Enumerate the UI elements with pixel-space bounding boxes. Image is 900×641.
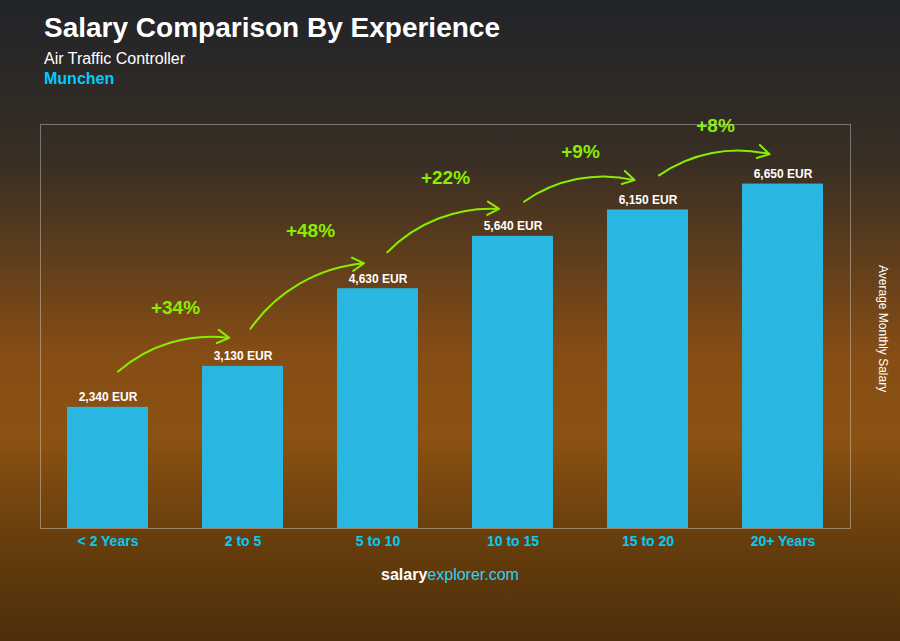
html-text:Salary Comparison By Experienc: Salary Comparison By Experience <box>44 12 500 43</box>
svg-text:6,150 EUR: 6,150 EUR <box>619 193 678 207</box>
svg-text:6,650 EUR: 6,650 EUR <box>754 167 813 181</box>
svg-text:5 to 10: 5 to 10 <box>356 533 401 549</box>
html-text:Air Traffic Controller: Air Traffic Controller <box>44 50 186 67</box>
svg-text:+8%: +8% <box>696 115 735 136</box>
svg-text:+34%: +34% <box>151 297 200 318</box>
svg-text:15 to 20: 15 to 20 <box>622 533 674 549</box>
svg-text:5,640 EUR: 5,640 EUR <box>484 219 543 233</box>
svg-text:10 to 15: 10 to 15 <box>487 533 539 549</box>
svg-text:+9%: +9% <box>561 141 600 162</box>
svg-text:2,340 EUR: 2,340 EUR <box>79 390 138 404</box>
svg-text:4,630 EUR: 4,630 EUR <box>349 272 408 286</box>
svg-text:+48%: +48% <box>286 220 335 241</box>
svg-text:< 2 Years: < 2 Years <box>78 533 139 549</box>
html-text:Average Monthly Salary: Average Monthly Salary <box>876 265 890 393</box>
html-text:salary explorer.com: salary explorer.com <box>381 566 519 583</box>
html-text:Munchen: Munchen <box>44 70 115 87</box>
svg-text:20+ Years: 20+ Years <box>751 533 816 549</box>
svg-text:3,130 EUR: 3,130 EUR <box>214 349 273 363</box>
svg-text:2 to 5: 2 to 5 <box>225 533 262 549</box>
svg-text:+22%: +22% <box>421 167 470 188</box>
